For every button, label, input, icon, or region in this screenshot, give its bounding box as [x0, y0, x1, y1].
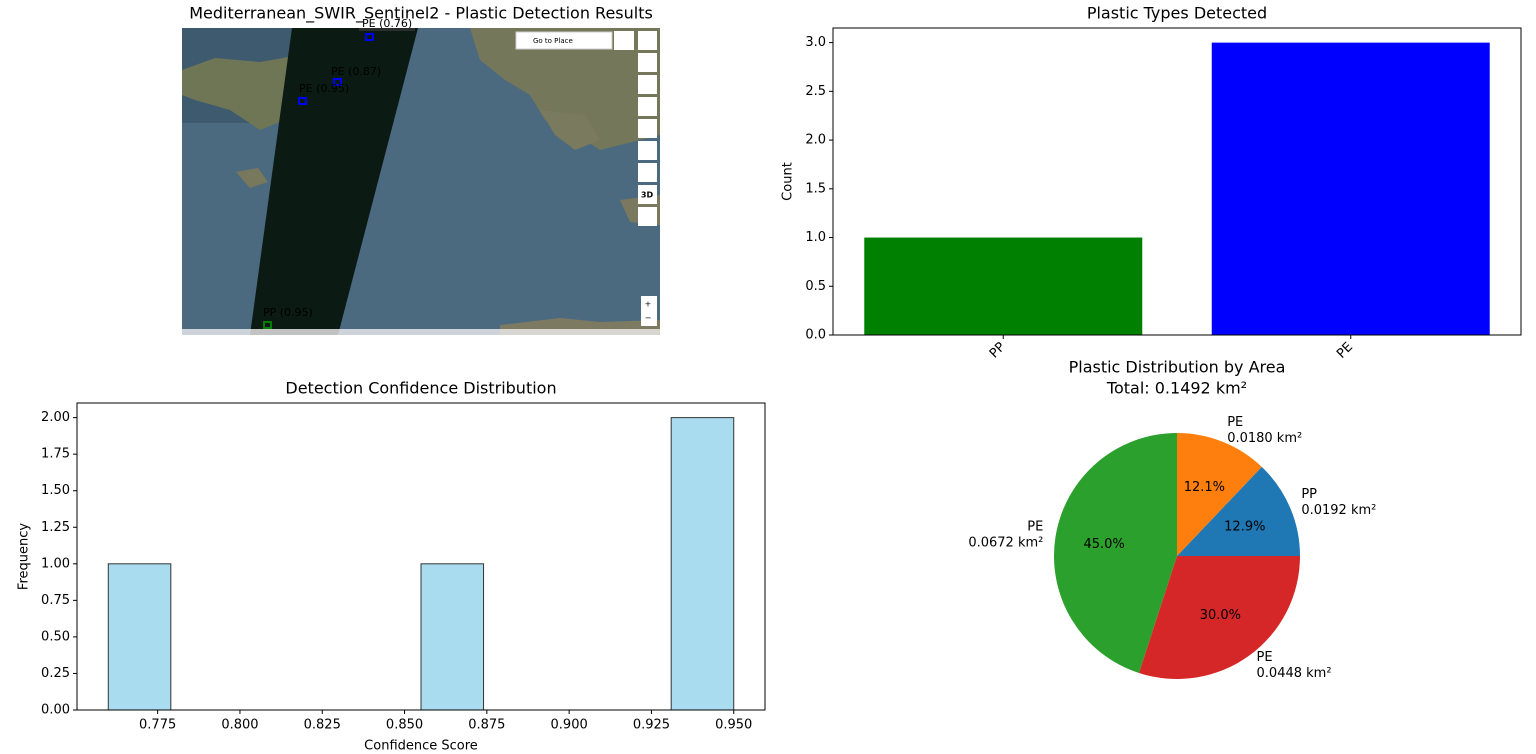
x-tick-label: PP	[987, 340, 1009, 362]
pie-percent-label: 30.0%	[1200, 608, 1241, 623]
y-tick-label: 2.5	[805, 84, 826, 99]
map-control: Go to Place	[533, 37, 573, 45]
pie-area-label: 0.0672 km²	[968, 535, 1043, 550]
detection-box	[333, 78, 342, 86]
pie-percent-label: 45.0%	[1083, 537, 1124, 552]
detection-label: PP (0.95)	[263, 306, 313, 319]
y-tick-label: 1.0	[805, 230, 826, 245]
bar	[864, 237, 1143, 335]
y-tick-label: 3.0	[805, 35, 826, 50]
pie-area-label: 0.0448 km²	[1257, 666, 1332, 681]
x-tick-label: 0.900	[551, 718, 588, 733]
histogram-bar	[107, 563, 172, 711]
y-tick-label: 0.5	[805, 279, 826, 294]
bar	[1211, 42, 1490, 335]
y-tick-label: 0.0	[805, 328, 826, 343]
pie-slice	[1177, 433, 1262, 556]
detection-label: PE (0.95)	[299, 82, 349, 95]
y-axis-label: Frequency	[17, 523, 32, 590]
y-tick-label: 1.00	[41, 556, 70, 571]
histogram-bar	[670, 417, 735, 711]
x-tick-label: 0.775	[139, 718, 176, 733]
y-tick-label: 0.25	[41, 666, 70, 681]
detection-box	[365, 33, 374, 41]
y-tick-label: 1.25	[41, 520, 70, 535]
y-tick-label: 0.50	[41, 629, 70, 644]
pie-slice	[1138, 556, 1300, 679]
y-tick-label: 0.00	[41, 703, 70, 718]
map-control: +	[645, 300, 652, 309]
x-axis-label: Confidence Score	[364, 739, 478, 754]
chart-title: Plastic Types Detected	[1087, 4, 1267, 23]
detection-box	[298, 97, 307, 105]
x-tick-label: 0.850	[386, 718, 423, 733]
map-control: −	[645, 314, 652, 323]
pie-label: PE	[1257, 650, 1273, 665]
pie-slice	[1054, 433, 1177, 673]
y-tick-label: 2.0	[805, 133, 826, 148]
y-tick-label: 2.00	[41, 410, 70, 425]
chart-title: Plastic Distribution by Area	[1069, 358, 1286, 377]
detection-label: PE (0.87)	[331, 65, 381, 78]
axes-frame	[832, 27, 1522, 336]
y-tick-label: 1.50	[41, 483, 70, 498]
detection-box	[263, 321, 272, 329]
x-tick-label: PE	[1334, 340, 1356, 362]
satellite-image	[182, 28, 660, 335]
x-tick-label: 0.950	[715, 718, 752, 733]
pie-percent-label: 12.1%	[1184, 480, 1225, 495]
map-control: 3D	[641, 191, 654, 200]
pie-area-label: 0.0192 km²	[1301, 503, 1376, 518]
pie-slice	[1177, 466, 1300, 556]
pie-label: PP	[1301, 487, 1317, 502]
pie-percent-label: 12.9%	[1224, 519, 1265, 534]
x-tick-label: 0.800	[221, 718, 258, 733]
detection-label: PE (0.76)	[362, 17, 412, 30]
x-tick-label: 0.925	[633, 718, 670, 733]
chart-subtitle: Total: 0.1492 km²	[1106, 379, 1247, 398]
x-tick-label: 0.825	[304, 718, 341, 733]
y-tick-label: 1.5	[805, 181, 826, 196]
chart-title: Detection Confidence Distribution	[285, 379, 556, 398]
axes-frame	[76, 402, 766, 711]
pie-label: PE	[1227, 415, 1243, 430]
pie-label: PE	[1027, 519, 1043, 534]
x-tick-label: 0.875	[468, 718, 505, 733]
chart-title: Mediterranean_SWIR_Sentinel2 - Plastic D…	[189, 4, 653, 24]
histogram-bar	[420, 563, 485, 711]
y-tick-label: 0.75	[41, 593, 70, 608]
y-tick-label: 1.75	[41, 447, 70, 462]
pie-area-label: 0.0180 km²	[1227, 431, 1302, 446]
y-axis-label: Count	[781, 162, 796, 201]
